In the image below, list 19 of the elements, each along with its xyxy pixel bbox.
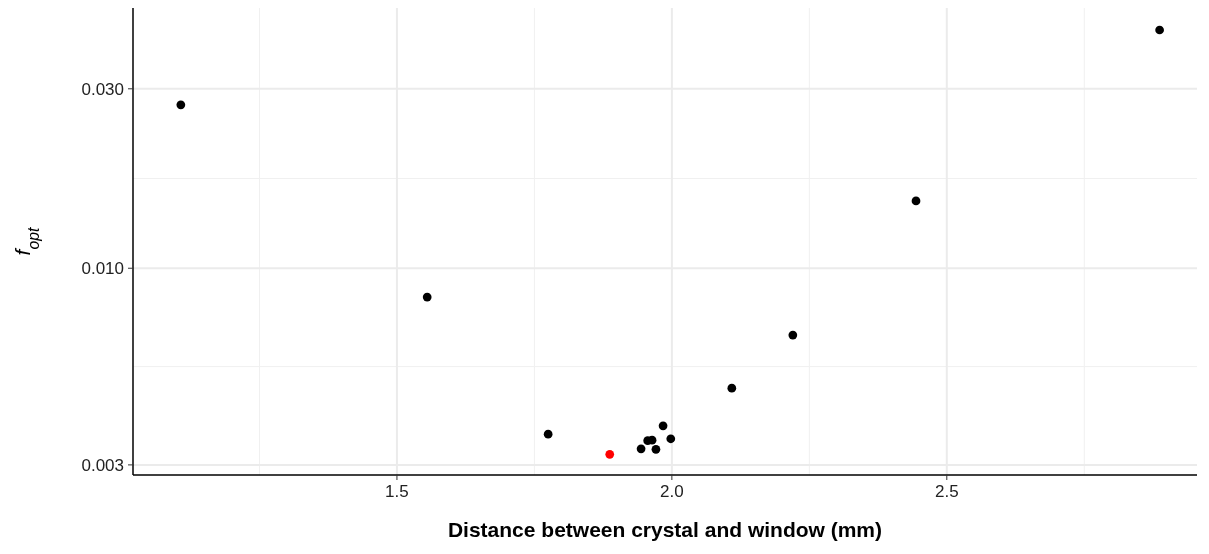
x-tick-label: 2.5 [934, 482, 959, 501]
point [651, 444, 661, 454]
y-tick-label: 0.010 [81, 259, 124, 279]
y-tick-label: 0.003 [81, 455, 124, 475]
point [911, 196, 921, 206]
point [666, 434, 676, 444]
y-tick-label: 0.030 [81, 79, 124, 99]
point [543, 429, 553, 439]
point [176, 100, 186, 110]
point [605, 449, 615, 459]
point [727, 383, 737, 393]
point [658, 421, 668, 431]
point [1155, 25, 1164, 35]
x-tick-label: 2.0 [660, 482, 684, 501]
point [422, 292, 432, 302]
x-axis-title: Distance between crystal and window (mm) [447, 518, 883, 541]
point [788, 330, 798, 340]
point [636, 444, 646, 454]
x-tick-label: 1.5 [385, 482, 409, 501]
